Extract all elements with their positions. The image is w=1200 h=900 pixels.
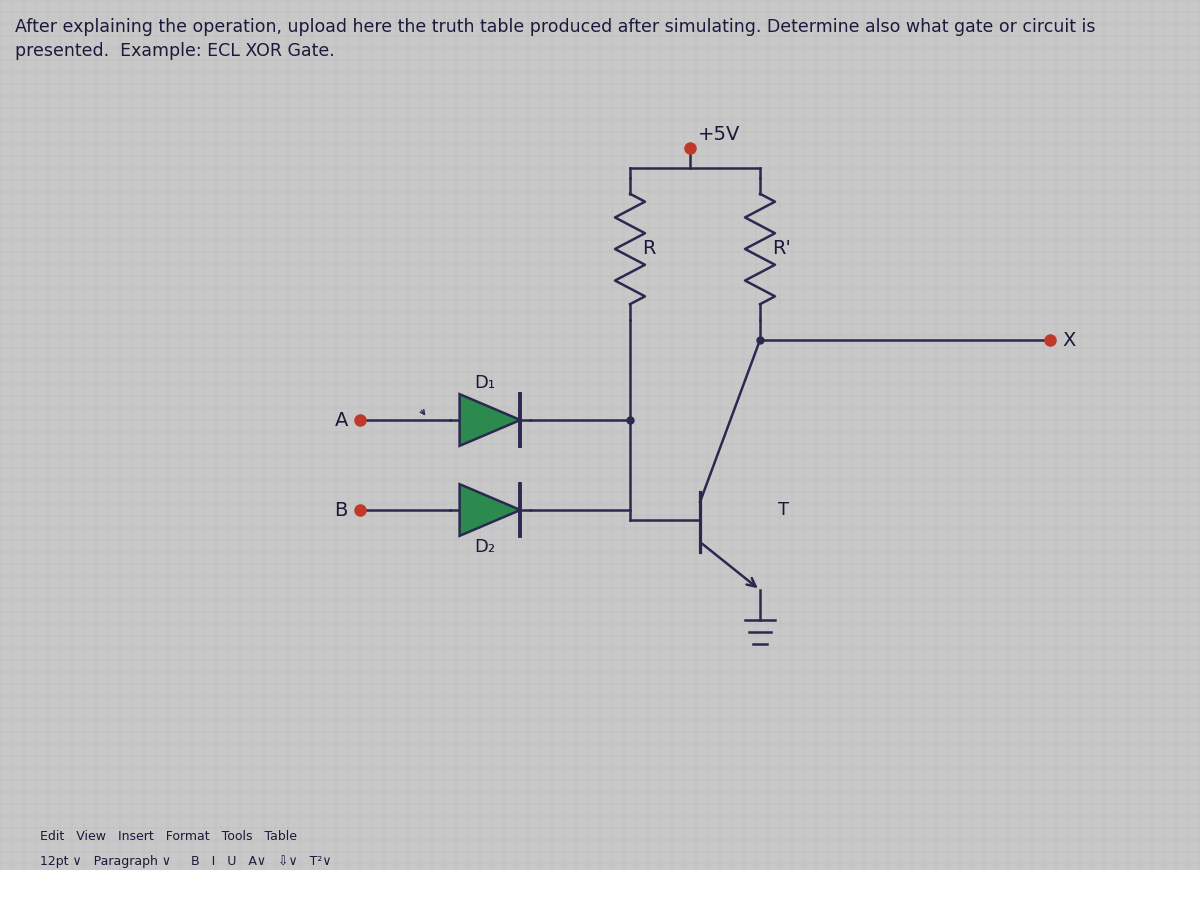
Text: After explaining the operation, upload here the truth table produced after simul: After explaining the operation, upload h… <box>14 18 1096 36</box>
Text: R': R' <box>772 239 791 258</box>
Text: R: R <box>642 239 655 258</box>
Text: D₁: D₁ <box>474 374 496 392</box>
Text: T: T <box>778 501 790 519</box>
Text: +5V: +5V <box>698 125 740 144</box>
Polygon shape <box>460 484 521 536</box>
Polygon shape <box>460 394 521 446</box>
Text: D₂: D₂ <box>474 538 496 556</box>
Text: Edit   View   Insert   Format   Tools   Table: Edit View Insert Format Tools Table <box>40 830 298 843</box>
Text: 12pt ∨   Paragraph ∨     B   I   U   A∨   ⇩∨   T²∨: 12pt ∨ Paragraph ∨ B I U A∨ ⇩∨ T²∨ <box>40 855 331 868</box>
Bar <box>0 870 1200 900</box>
Text: X: X <box>1062 330 1075 349</box>
Text: presented.  Example: ECL XOR Gate.: presented. Example: ECL XOR Gate. <box>14 42 335 60</box>
Text: A: A <box>335 410 348 429</box>
Text: B: B <box>335 500 348 519</box>
